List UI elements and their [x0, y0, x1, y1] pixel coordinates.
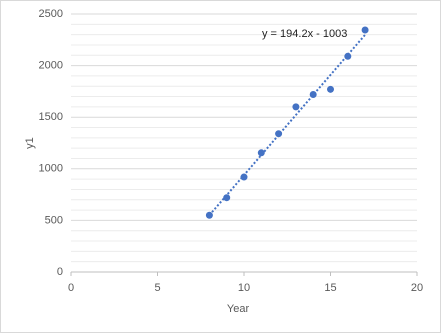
y-tick-label: 2000 [39, 60, 63, 72]
point [361, 26, 369, 34]
x-tick-label: 0 [68, 282, 74, 294]
y-tick-label: 500 [45, 214, 63, 226]
point [205, 211, 213, 219]
point [275, 130, 283, 138]
y-axis-title: y1 [24, 137, 36, 149]
point [240, 173, 248, 181]
point [327, 85, 334, 93]
x-tick-label: 10 [238, 282, 250, 294]
point [223, 194, 231, 202]
point [344, 52, 352, 60]
trendline-label: y = 194.2x - 1003 [262, 28, 347, 40]
x-axis-title: Year [227, 303, 250, 315]
x-tick-label: 15 [324, 282, 336, 294]
y-tick-label: 1500 [39, 111, 63, 123]
point [309, 90, 317, 98]
point [292, 103, 300, 111]
y-tick-label: 1000 [39, 163, 63, 175]
point [257, 149, 265, 157]
x-tick-label: 20 [411, 282, 423, 294]
y-tick-label: 0 [57, 266, 63, 278]
x-tick-label: 5 [154, 282, 160, 294]
y-tick-label: 2500 [39, 8, 63, 20]
